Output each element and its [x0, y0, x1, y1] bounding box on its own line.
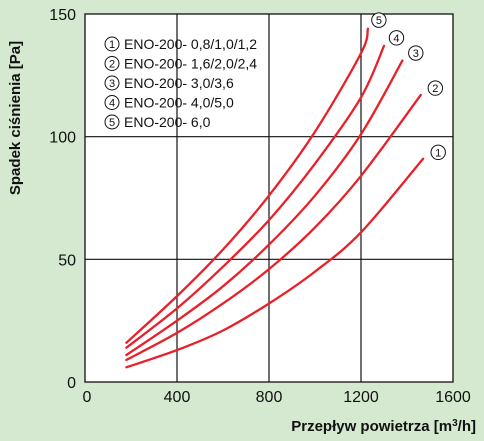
series-marker-label: 5 [376, 15, 382, 27]
legend-entry: ENO-200- 3,0/3,6 [124, 75, 234, 91]
series-marker-circle [371, 12, 387, 28]
series-line-4 [125, 44, 386, 349]
legend-entry: ENO-200- 1,6/2,0/2,4 [124, 56, 257, 72]
x-tick-label: 0 [83, 389, 92, 406]
series-marker-circle [388, 30, 405, 46]
y-tick-label: 100 [49, 130, 76, 147]
legend-marker-circle [104, 95, 120, 110]
y-tick-label: 150 [49, 7, 76, 24]
series-line-2 [125, 93, 422, 362]
series-end-markers: 1 2 3 45 [371, 12, 446, 161]
series-marker-circle [408, 45, 424, 61]
legend-entry: ENO-200- 4,0/5,0 [124, 95, 234, 111]
legend-marker-label: 4 [109, 98, 115, 110]
legend-entry: ENO-200- 6,0 [124, 114, 211, 130]
x-tick-label: 400 [164, 389, 191, 406]
legend-marker-circle [104, 56, 120, 71]
legend-marker-circle [104, 114, 120, 130]
x-tick-label: 1600 [435, 389, 471, 406]
legend-marker-circle [104, 75, 120, 91]
y-axis-label: Spadek ciśnienia [Pa] [7, 41, 24, 195]
series-marker-label: 3 [413, 48, 419, 60]
legend-marker-label: 5 [109, 117, 115, 129]
legend-marker-label: 3 [109, 78, 115, 90]
legend-marker-label: 1 [109, 39, 115, 51]
series-layer [125, 27, 425, 369]
series-marker-label: 4 [393, 33, 399, 45]
series-line-3 [125, 59, 404, 357]
y-tick-label: 0 [67, 375, 76, 392]
series-marker-label: 1 [435, 147, 441, 159]
series-marker-label: 2 [432, 83, 438, 95]
legend: 1 ENO-200- 0,8/1,0/1,2 2 ENO-200- 1,6/2,0/2… [104, 36, 257, 130]
legend-marker-circle [104, 36, 120, 52]
legend-entry: ENO-200- 0,8/1,0/1,2 [124, 36, 257, 52]
x-axis-label: Przepływ powietrza [m3/h] [291, 418, 476, 436]
legend-marker-label: 2 [109, 59, 115, 71]
tick-labels: 0 400 800 1200 1600 0 50 100 150 [49, 7, 471, 406]
series-marker-circle [427, 80, 444, 96]
series-line-1 [125, 157, 425, 369]
series-marker-circle [430, 144, 446, 161]
x-tick-label: 1200 [343, 389, 379, 406]
series-line-5 [125, 27, 370, 344]
y-tick-label: 50 [58, 252, 76, 269]
x-tick-label: 800 [256, 389, 283, 406]
